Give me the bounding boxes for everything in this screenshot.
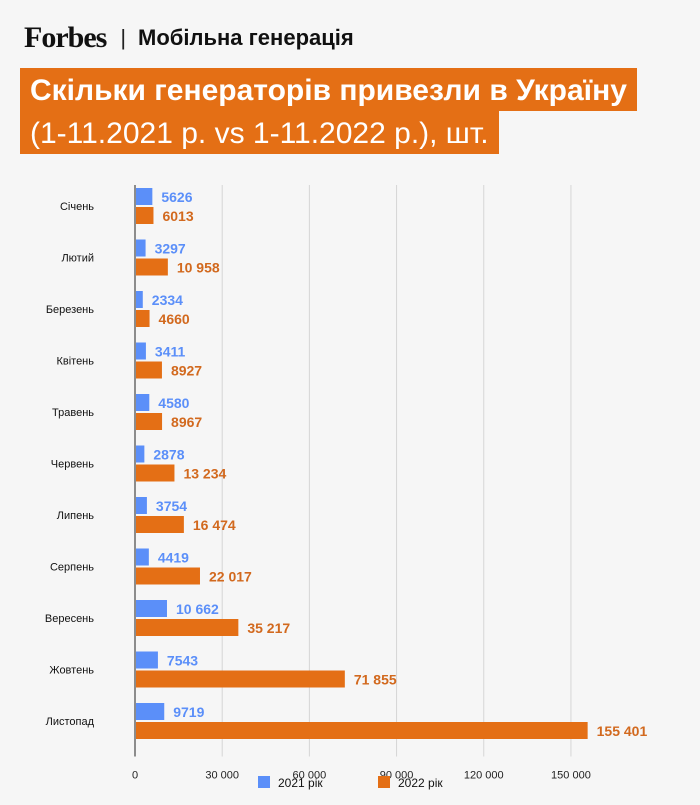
bar-2022 (136, 619, 239, 636)
x-tick-label: 0 (132, 770, 138, 782)
category-label: Серпень (50, 562, 94, 574)
value-label-2022: 8967 (171, 414, 202, 430)
value-label-2022: 71 855 (354, 672, 397, 688)
legend-swatch-2022 (378, 776, 390, 788)
value-label-2022: 35 217 (247, 620, 290, 636)
bar-2022 (136, 413, 163, 430)
category-label: Травень (52, 407, 94, 419)
value-label-2021: 3297 (155, 241, 186, 257)
category-label: Січень (60, 201, 94, 213)
category-label: Червень (51, 459, 94, 471)
bar-2022 (136, 207, 154, 224)
category-label: Жовтень (49, 665, 94, 677)
bar-2021 (136, 651, 158, 669)
value-label-2022: 6013 (162, 208, 193, 224)
category-label: Вересень (45, 613, 94, 625)
bar-2021 (136, 188, 153, 205)
value-label-2021: 4419 (158, 550, 189, 566)
bar-2022 (136, 464, 175, 482)
bar-2021 (136, 497, 147, 514)
bar-2021 (136, 445, 145, 463)
value-label-2022: 16 474 (193, 517, 236, 533)
value-label-2022: 8927 (171, 363, 202, 379)
legend-swatch-2021 (258, 776, 270, 788)
section-title[interactable]: Мобільна генерація (138, 25, 354, 50)
bar-2022 (136, 361, 162, 379)
category-label: Лютий (61, 253, 94, 265)
value-label-2021: 2878 (153, 447, 184, 463)
bar-2022 (136, 567, 200, 585)
value-label-2022: 22 017 (209, 569, 252, 585)
bar-2021 (136, 239, 146, 257)
chart-title-line1: Скільки генераторів привезли в Україну (20, 68, 637, 111)
value-label-2021: 7543 (167, 653, 198, 669)
value-label-2022: 13 234 (183, 466, 226, 482)
bar-2021 (136, 291, 143, 308)
bar-2021 (136, 703, 165, 720)
bar-2022 (136, 670, 345, 688)
bar-chart: 0 30 000 60 000 90 000 120 000 150 000Січень5… (45, 185, 648, 790)
x-tick-label: 30 000 (205, 770, 239, 782)
value-label-2022: 155 401 (597, 723, 648, 739)
legend-label-2022: 2022 рік (398, 776, 443, 790)
value-label-2021: 3754 (156, 498, 187, 514)
chart-title-line2: (1-11.2021 р. vs 1-11.2022 р.), шт. (20, 111, 499, 154)
category-label: Липень (57, 510, 95, 522)
header-separator: | (120, 25, 127, 50)
value-label-2021: 10 662 (176, 601, 219, 617)
value-label-2022: 10 958 (177, 260, 220, 276)
bar-2022 (136, 258, 168, 276)
category-label: Квітень (56, 356, 94, 368)
legend-label-2021: 2021 рік (278, 776, 323, 790)
bar-2022 (136, 516, 184, 533)
x-tick-label: 120 000 (464, 770, 504, 782)
forbes-logo[interactable]: Forbes (24, 21, 107, 54)
bar-2021 (136, 342, 146, 360)
value-label-2021: 2334 (152, 292, 183, 308)
x-tick-label: 60 000 (293, 770, 327, 782)
bar-2022 (136, 722, 588, 739)
bar-2021 (136, 600, 167, 617)
bar-2022 (136, 310, 150, 327)
x-tick-label: 150 000 (551, 770, 591, 782)
category-label: Листопад (46, 716, 95, 728)
value-label-2022: 4660 (159, 311, 190, 327)
value-label-2021: 9719 (173, 704, 204, 720)
value-label-2021: 3411 (155, 344, 186, 360)
value-label-2021: 4580 (158, 395, 189, 411)
category-label: Березень (46, 304, 94, 316)
chart-title: Скільки генераторів привезли в Україну (… (20, 68, 637, 154)
value-label-2021: 5626 (161, 189, 192, 205)
bar-2021 (136, 394, 150, 411)
header: Forbes | Мобільна генерація (24, 20, 354, 56)
bar-2021 (136, 548, 149, 566)
